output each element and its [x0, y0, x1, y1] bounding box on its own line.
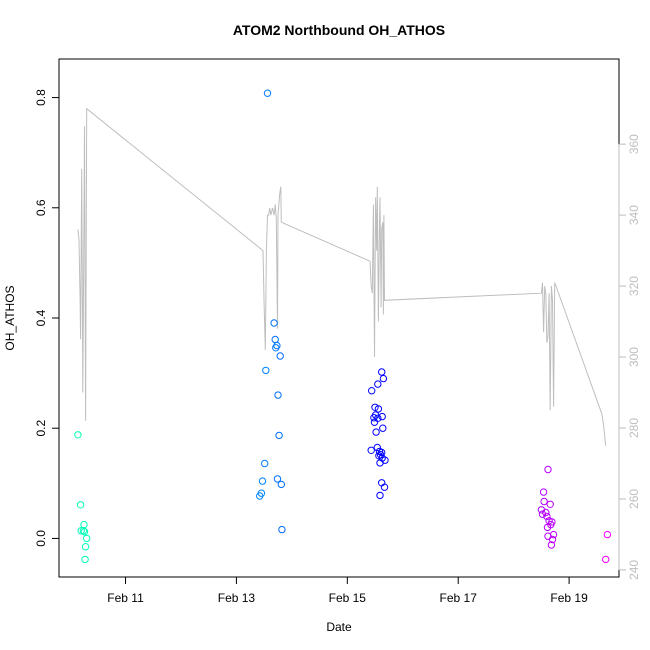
data-point — [544, 465, 552, 474]
x-tick-label: Feb 19 — [550, 591, 588, 605]
plot-frame — [58, 58, 620, 578]
data-point — [548, 535, 557, 544]
data-point — [81, 543, 90, 551]
y2-tick-label: 280 — [627, 418, 641, 438]
data-point — [368, 387, 376, 395]
y-tick-label: 0.2 — [34, 420, 48, 437]
data-point — [273, 475, 282, 483]
data-point — [277, 480, 285, 489]
data-point — [262, 366, 270, 375]
y2-tick-label: 260 — [627, 489, 641, 509]
data-point — [261, 459, 269, 468]
data-point — [379, 424, 387, 432]
data-point — [367, 446, 375, 454]
data-point — [370, 418, 379, 426]
data-point — [278, 525, 286, 534]
data-point — [538, 510, 547, 518]
data-point — [371, 403, 379, 411]
y-axis: 0.0 0.2 0.4 0.6 0.8 — [34, 89, 60, 547]
data-point — [272, 344, 280, 352]
data-point — [378, 368, 386, 376]
data-point — [540, 497, 548, 506]
data-points-layer — [74, 89, 612, 564]
data-point — [275, 431, 283, 440]
temperature-line-layer — [77, 107, 607, 446]
y2-axis: 240 260 280 300 320 340 360 — [618, 134, 641, 580]
data-point — [77, 527, 85, 535]
data-point — [374, 380, 382, 388]
data-point — [379, 374, 388, 383]
data-point — [543, 512, 551, 521]
x-axis-label: Date — [326, 620, 352, 634]
data-point — [543, 523, 552, 532]
y2-tick-label: 240 — [627, 560, 641, 580]
y-axis-label: OH_ATHOS — [3, 285, 17, 350]
data-point — [602, 555, 610, 564]
data-point — [539, 488, 548, 496]
y-tick-label: 0.8 — [34, 89, 48, 106]
y2-tick-label: 320 — [627, 276, 641, 296]
data-point — [374, 405, 383, 413]
x-tick-label: Feb 15 — [329, 591, 367, 605]
data-point — [263, 89, 272, 97]
data-point — [370, 414, 378, 422]
x-tick-label: Feb 13 — [218, 591, 256, 605]
data-point — [546, 500, 554, 508]
data-point — [376, 491, 384, 500]
data-point — [380, 483, 389, 491]
temperature-line — [77, 107, 607, 446]
data-point — [378, 412, 386, 421]
x-tick-label: Feb 11 — [107, 591, 144, 605]
data-point — [270, 319, 278, 327]
data-point — [603, 530, 612, 539]
x-tick-label: Feb 17 — [440, 591, 478, 605]
data-point — [373, 443, 381, 452]
y-tick-label: 0.4 — [34, 309, 48, 326]
data-point — [76, 501, 85, 509]
x-axis: Feb 11 Feb 13 Feb 15 Feb 17 Feb 19 — [107, 576, 588, 605]
chart-title: ATOM2 Northbound OH_ATHOS — [233, 22, 445, 38]
data-point — [276, 352, 284, 360]
data-point — [544, 532, 552, 540]
y2-tick-label: 360 — [627, 134, 641, 154]
data-point — [271, 335, 279, 344]
y2-tick-label: 300 — [627, 347, 641, 367]
data-point — [74, 431, 82, 439]
data-point — [372, 428, 380, 436]
data-point — [547, 541, 556, 549]
data-point — [81, 555, 89, 564]
data-point — [376, 459, 384, 467]
data-point — [274, 391, 282, 399]
y2-tick-label: 340 — [627, 205, 641, 225]
data-point — [256, 492, 264, 500]
data-point — [80, 528, 89, 536]
y-tick-label: 0.6 — [34, 199, 48, 216]
data-point — [258, 477, 267, 485]
data-point — [80, 520, 88, 529]
y-tick-label: 0.0 — [34, 530, 48, 547]
data-point — [83, 534, 91, 543]
